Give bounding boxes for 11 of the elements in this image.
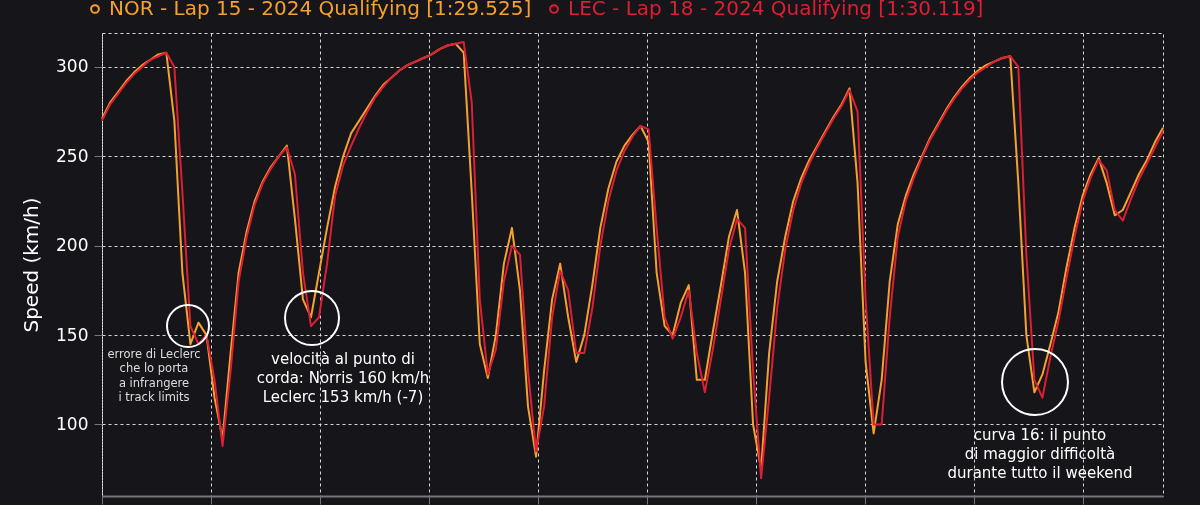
y-tick-label: 150: [56, 324, 89, 345]
y-tick-label: 250: [56, 145, 89, 166]
annotation: curva 16: il punto di maggior difficoltà durante tutto il weekend: [946, 426, 1134, 483]
y-tick-label: 100: [56, 413, 89, 434]
y-axis-title: Speed (km/h): [19, 197, 44, 333]
annotation: velocità al punto di corda: Norris 160 km/h Leclerc 153 km/h (-7): [255, 350, 431, 407]
legend-label: LEC - Lap 18 - 2024 Qualifying [1:30.119]: [568, 0, 984, 20]
y-tick-label: 200: [56, 235, 89, 256]
legend-label: NOR - Lap 15 - 2024 Qualifying [1:29.525]: [109, 0, 532, 20]
annotation: errore di Leclerc che lo porta a infrangere i track limits: [106, 347, 202, 405]
y-tick-label: 300: [56, 56, 89, 77]
